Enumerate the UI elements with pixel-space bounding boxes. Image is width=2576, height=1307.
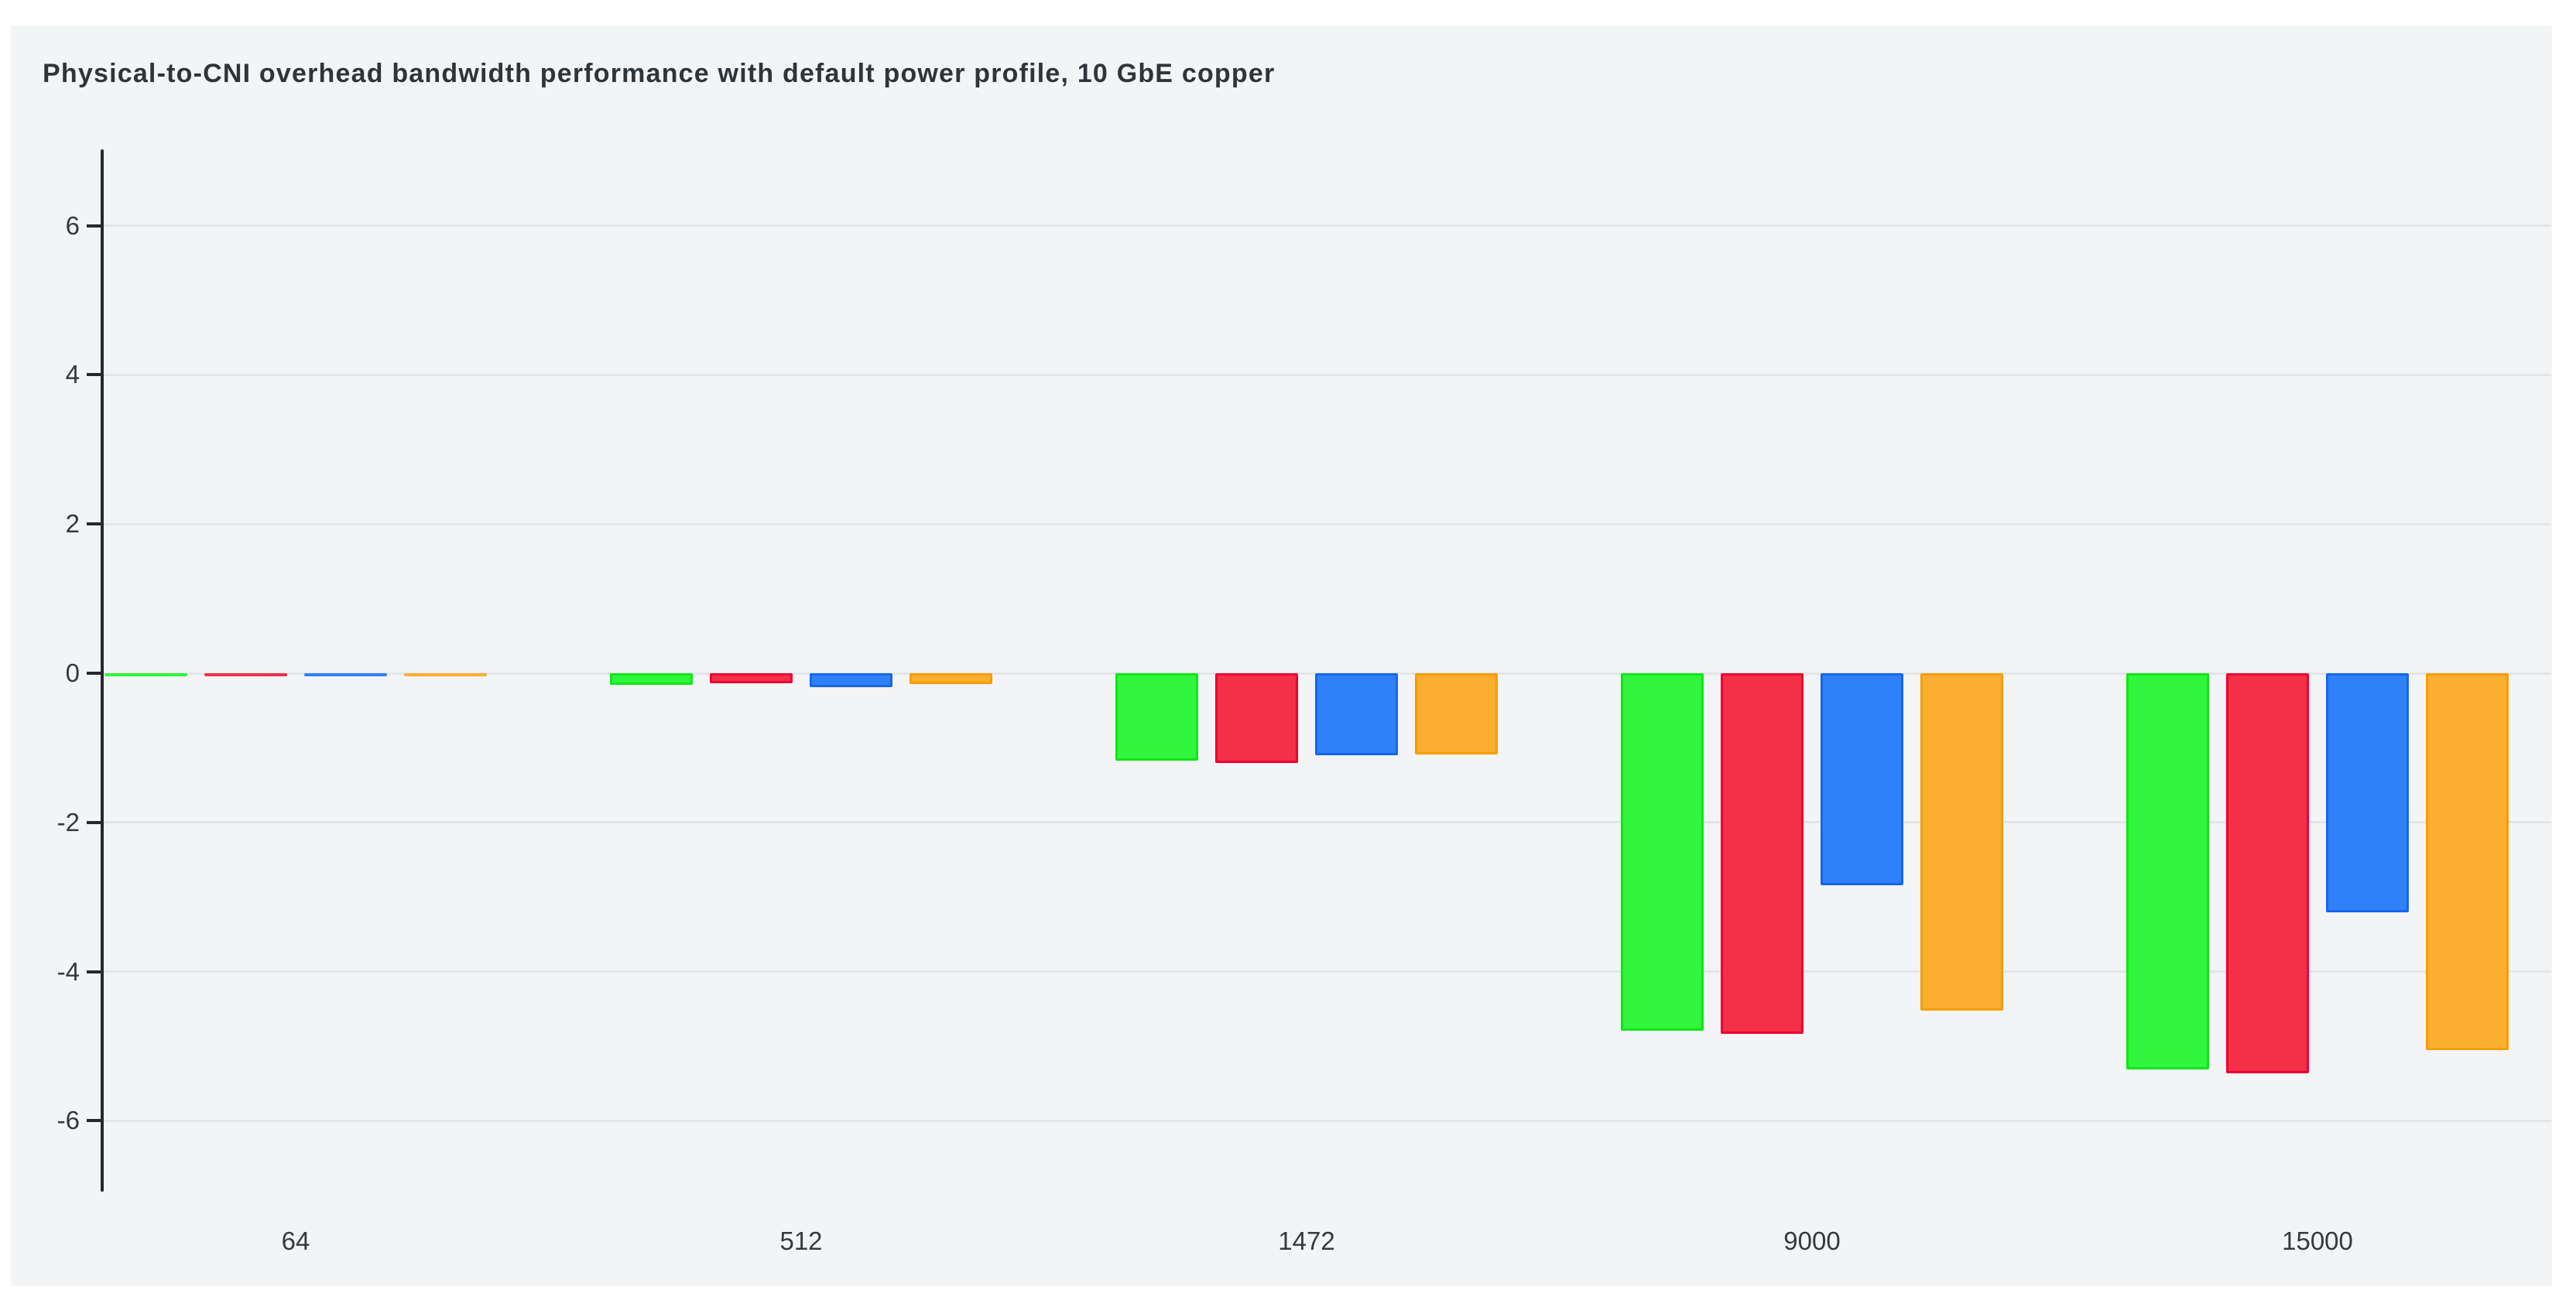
bar-9000-green — [1621, 673, 1704, 1031]
bar-15000-red — [2226, 673, 2310, 1073]
bar-64-red — [204, 673, 288, 676]
bar-9000-red — [1721, 673, 1804, 1034]
y-tick-label--6: -6 — [57, 1106, 80, 1135]
chart-panel — [11, 26, 2552, 1286]
bar-15000-orange — [2425, 673, 2509, 1050]
bar-64-green — [104, 673, 188, 676]
x-tick-label-1472: 1472 — [1278, 1227, 1335, 1255]
y-tick-label-0: 0 — [65, 659, 80, 687]
gridline-y--6 — [103, 1119, 2551, 1122]
y-tick-mark--6 — [87, 1119, 103, 1123]
bar-1472-red — [1215, 673, 1299, 763]
bar-512-blue — [809, 673, 892, 688]
y-tick-mark--4 — [87, 970, 103, 973]
y-tick-mark-6 — [87, 224, 103, 228]
bar-512-orange — [909, 673, 992, 685]
y-tick-mark-0 — [87, 672, 103, 675]
x-tick-label-64: 64 — [281, 1227, 310, 1255]
bar-512-red — [710, 673, 793, 683]
y-tick-mark-2 — [87, 522, 103, 526]
y-tick-label--2: -2 — [57, 807, 80, 837]
gridline-y--4 — [103, 970, 2551, 973]
gridline-y-4 — [103, 373, 2551, 376]
y-tick-label--4: -4 — [57, 956, 80, 986]
y-axis-line — [101, 149, 104, 1192]
bar-9000-blue — [1820, 673, 1903, 885]
x-tick-label-9000: 9000 — [1783, 1227, 1841, 1255]
x-tick-label-15000: 15000 — [2282, 1227, 2353, 1255]
bar-15000-blue — [2325, 673, 2409, 913]
y-tick-mark--2 — [87, 820, 103, 824]
y-tick-label-2: 2 — [65, 509, 80, 539]
bar-64-blue — [303, 673, 387, 676]
x-tick-label-512: 512 — [779, 1227, 823, 1255]
bar-1472-orange — [1414, 673, 1498, 755]
bar-1472-blue — [1314, 673, 1398, 756]
y-tick-label-4: 4 — [65, 360, 80, 389]
gridline-y-6 — [103, 224, 2551, 228]
bar-1472-green — [1115, 673, 1199, 761]
chart-title: Physical-to-CNI overhead bandwidth perfo… — [43, 59, 1276, 88]
bar-64-orange — [403, 673, 487, 676]
gridline-y--2 — [103, 821, 2551, 824]
y-tick-mark-4 — [87, 373, 103, 377]
bar-512-green — [610, 673, 694, 686]
gridline-y-2 — [103, 522, 2551, 525]
y-tick-label-6: 6 — [65, 210, 80, 240]
bar-9000-orange — [1920, 673, 2003, 1011]
bar-15000-green — [2126, 673, 2210, 1069]
